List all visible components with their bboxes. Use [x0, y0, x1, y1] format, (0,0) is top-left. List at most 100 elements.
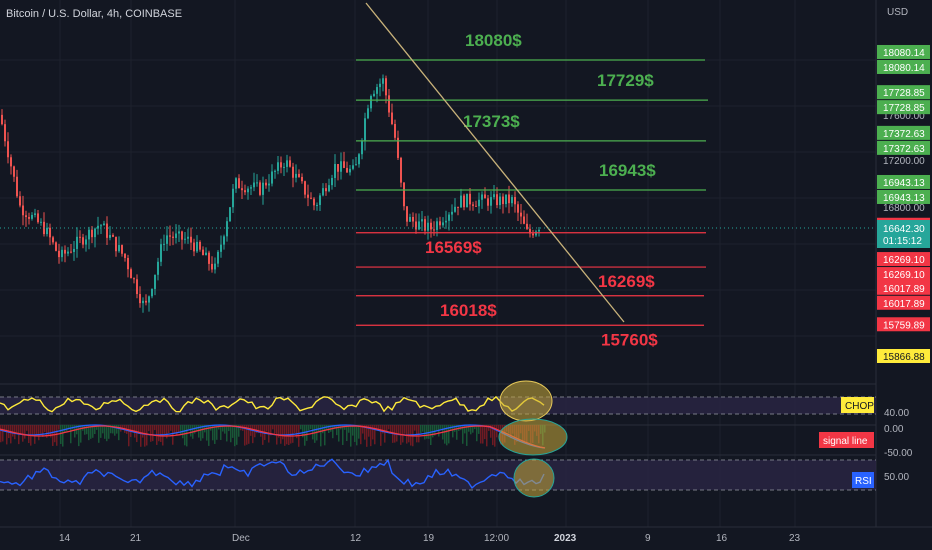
macd-bar: [2, 425, 4, 442]
candle-body: [85, 239, 87, 245]
macd-bar: [310, 425, 312, 430]
macd-bar: [378, 425, 380, 430]
candle-body: [67, 251, 69, 254]
time-tick: 21: [130, 533, 142, 544]
candle-body: [4, 124, 6, 142]
macd-bar: [176, 425, 178, 436]
candle-body: [409, 216, 411, 222]
macd-bar: [212, 425, 214, 441]
rsi-pane[interactable]: RSI 50.00: [0, 454, 909, 491]
macd-bar: [486, 425, 488, 447]
candle-body: [460, 195, 462, 208]
level-axis-tag: 16943.13: [883, 193, 925, 204]
candle-body: [367, 108, 369, 119]
macd-bar: [188, 425, 190, 430]
candle-body: [442, 222, 444, 226]
macd-bar: [170, 425, 172, 431]
candle-body: [145, 300, 147, 303]
macd-bar: [22, 425, 24, 442]
macd-bar: [274, 425, 276, 434]
macd-bar: [244, 425, 246, 446]
candle-body: [529, 228, 531, 234]
candle-body: [448, 214, 450, 221]
candle-body: [511, 197, 513, 204]
macd-bar: [376, 425, 378, 430]
macd-bar: [258, 425, 260, 434]
candle-body: [436, 221, 438, 230]
candle-body: [253, 182, 255, 188]
candle-body: [307, 194, 309, 198]
macd-bar: [108, 425, 110, 439]
candle-body: [370, 96, 372, 109]
macd-bar: [236, 425, 238, 445]
candle-body: [118, 245, 120, 252]
macd-bar: [440, 425, 442, 430]
macd-bar: [294, 425, 296, 434]
macd-bar: [128, 425, 130, 447]
level-label: 17729$: [597, 71, 654, 90]
macd-bar: [478, 425, 480, 434]
candle-body: [91, 229, 93, 238]
candle-body: [247, 188, 249, 193]
macd-bar: [50, 425, 52, 438]
macd-bar: [436, 425, 438, 431]
candle-body: [271, 171, 273, 184]
candle-body: [316, 204, 318, 206]
candle-body: [151, 288, 153, 297]
rsi-label: RSI: [855, 476, 872, 487]
candle-body: [517, 204, 519, 213]
macd-bar: [208, 425, 210, 446]
candle-body: [22, 205, 24, 216]
candle-body: [520, 212, 522, 217]
price-tick: 17600.00: [883, 111, 925, 122]
macd-bar: [374, 425, 376, 445]
macd-bar: [88, 425, 90, 441]
macd-bar: [346, 425, 348, 442]
macd-bar: [426, 425, 428, 439]
macd-bar: [404, 425, 406, 434]
candle-body: [220, 244, 222, 252]
candle-body: [31, 214, 33, 219]
macd-bar: [488, 425, 490, 431]
macd-bar: [152, 425, 154, 442]
candle-body: [499, 196, 501, 206]
level-label: 15760$: [601, 330, 658, 349]
time-tick: 19: [423, 533, 435, 544]
macd-bar: [434, 425, 436, 436]
macd-bar: [414, 425, 416, 431]
time-tick: 9: [645, 533, 651, 544]
macd-bar: [332, 425, 334, 439]
macd-bar: [158, 425, 160, 442]
macd-bar: [476, 425, 478, 442]
macd-bar: [462, 425, 464, 444]
time-tick: 23: [789, 533, 801, 544]
macd-bar: [370, 425, 372, 447]
macd-bar: [278, 425, 280, 438]
chop-pane[interactable]: CHOP 40.00: [0, 383, 909, 419]
macd-extra-value: -50.00: [884, 448, 913, 459]
trendline[interactable]: [365, 2, 625, 323]
macd-bar: [12, 425, 14, 437]
candle-body: [166, 235, 168, 244]
macd-bar: [98, 425, 100, 443]
macd-bar: [498, 425, 500, 430]
candle-body: [406, 206, 408, 222]
symbol-title[interactable]: Bitcoin / U.S. Dollar, 4h, COINBASE: [6, 8, 183, 20]
macd-bar: [48, 425, 50, 437]
candle-body: [199, 241, 201, 250]
level-axis-tag: 17728.85: [883, 103, 925, 114]
macd-bar: [146, 425, 148, 446]
candle-body: [463, 195, 465, 208]
candle-body: [64, 249, 66, 254]
candle-body: [466, 193, 468, 208]
candle-body: [205, 252, 207, 256]
candle-body: [403, 182, 405, 207]
macd-bar: [28, 425, 30, 444]
currency-label: USD: [887, 7, 909, 18]
macd-bar: [20, 425, 22, 435]
macd-bar: [106, 425, 108, 442]
macd-bar: [372, 425, 374, 440]
candle-body: [88, 229, 90, 240]
candle-body: [217, 251, 219, 264]
